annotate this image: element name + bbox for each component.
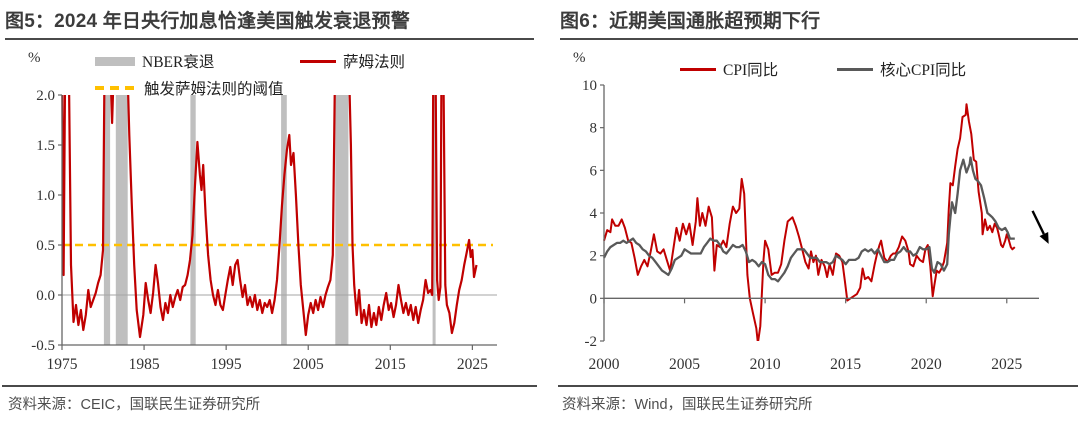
y-tick-label: 1.5 (36, 138, 55, 154)
figure6-panel: 图6：近期美国通胀超预期下行 % CPI同比 核心CPI同比 10 8 6 4 2 0 -2… (540, 0, 1080, 421)
recession-band (281, 95, 287, 345)
cpi-series-path (603, 103, 1016, 341)
threshold-dash-swatch (95, 86, 137, 90)
legend-label-nber: NBER衰退 (142, 54, 215, 71)
core-cpi-line-swatch (837, 67, 873, 71)
recession-band (335, 95, 349, 345)
y-tick-label: 10 (582, 78, 597, 94)
legend-item-nber: NBER衰退 (95, 52, 215, 71)
x-tick-label: 1985 (129, 356, 160, 373)
x-tick-label: 2015 (375, 356, 406, 373)
legend-item-cpi: CPI同比 (680, 60, 779, 79)
x-tick-label: 2010 (750, 356, 781, 373)
y-tick-label: 2.0 (36, 88, 55, 104)
y-axis-unit-label: % (573, 50, 586, 66)
cpi-line-swatch (680, 67, 716, 71)
x-tick-label: 1975 (47, 356, 78, 373)
y-tick-label: -0.5 (31, 338, 55, 354)
x-tick-label: 2005 (293, 356, 324, 373)
legend-item-threshold: 触发萨姆法则的阈值 (95, 79, 284, 98)
figure5-source: 资料来源：CEIC，国联民生证券研究所 (8, 397, 261, 413)
sahm-rule-chart: % NBER衰退 萨姆法则 触发萨姆法则的阈值 2.0 1.5 1.0 0.5 0.0 -… (0, 38, 540, 388)
x-tick-label: 2000 (589, 356, 620, 373)
sahm-rule-chart-svg: 2.0 1.5 1.0 0.5 0.0 -0.5 1975 1985 1995 2005 2015 2… (31, 88, 497, 373)
y-tick-label: 8 (590, 121, 598, 137)
x-tick-label: 2015 (830, 356, 861, 373)
x-tick-label: 2020 (911, 356, 942, 373)
x-tick-label: 2025 (991, 356, 1022, 373)
y-axis-unit-label: % (28, 50, 41, 66)
divider (558, 385, 1078, 387)
y-tick-label: 1.0 (36, 188, 55, 204)
y-tick-label: 0.5 (36, 238, 55, 254)
y-tick-label: 2 (590, 249, 598, 265)
recession-band (115, 95, 128, 345)
legend-label-threshold: 触发萨姆法则的阈值 (144, 81, 284, 98)
legend-item-sahm: 萨姆法则 (300, 52, 406, 71)
x-tick-label: 2005 (669, 356, 700, 373)
figure5-panel: 图5：2024 年日央行加息恰逢美国触发衰退预警 % NBER衰退 萨姆法则 触… (0, 6, 540, 413)
y-tick-label: 0 (590, 291, 598, 307)
trend-arrow (1031, 210, 1045, 235)
figure5-title: 图5：2024 年日央行加息恰逢美国触发衰退预警 (5, 6, 534, 40)
y-tick-label: 6 (590, 163, 598, 179)
figure6-source: 资料来源：Wind，国联民生证券研究所 (562, 397, 813, 413)
y-tick-label: -2 (585, 334, 598, 350)
core-cpi-series-path (603, 156, 1015, 283)
recession-band (103, 95, 111, 345)
cpi-chart: % CPI同比 核心CPI同比 10 8 6 4 2 0 -2 2000 2005 2010 201… (540, 38, 1080, 388)
y-tick-label: 4 (590, 206, 598, 222)
sahm-series-path (61, 95, 478, 339)
legend-item-core-cpi: 核心CPI同比 (837, 60, 967, 79)
x-tick-label: 2025 (457, 356, 488, 373)
legend-label-sahm: 萨姆法则 (343, 54, 406, 71)
figure6-title: 图6：近期美国通胀超预期下行 (560, 6, 1078, 40)
y-tick-label: 0.0 (36, 288, 55, 304)
cpi-chart-svg: 10 8 6 4 2 0 -2 2000 2005 2010 2015 2020 2025 (582, 78, 1049, 373)
recession-band (432, 95, 436, 345)
trend-arrow-head (1039, 231, 1049, 244)
x-tick-label: 1995 (211, 356, 242, 373)
legend-label-core-cpi: 核心CPI同比 (880, 62, 967, 79)
legend-label-cpi: CPI同比 (723, 62, 779, 79)
nber-swatch (95, 56, 135, 66)
sahm-line-swatch (300, 59, 336, 63)
divider (2, 385, 537, 387)
